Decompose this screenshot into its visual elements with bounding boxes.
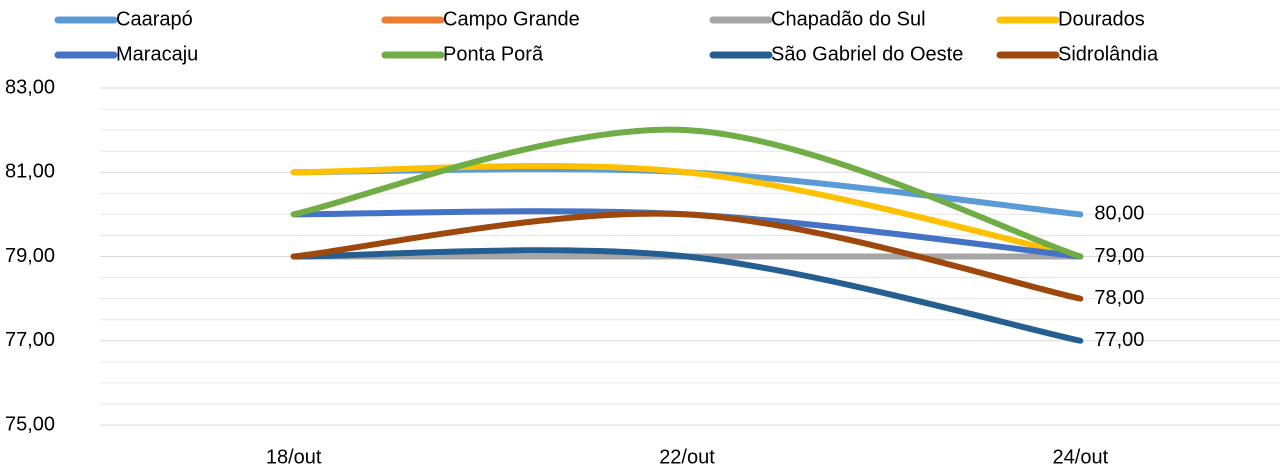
y-tick-label: 83,00 [5, 76, 55, 98]
legend-label: Sidrolândia [1058, 43, 1159, 65]
y-tick-label: 75,00 [5, 413, 55, 435]
legend-label: Ponta Porã [443, 43, 544, 65]
data-label: 79,00 [1094, 245, 1144, 267]
series-line [290, 208, 1084, 260]
legend-label: São Gabriel do Oeste [771, 43, 963, 65]
legend-label: Caarapó [116, 8, 193, 30]
data-label: 78,00 [1094, 287, 1144, 309]
series-line [290, 247, 1084, 344]
legend-label: Dourados [1058, 8, 1145, 30]
series-line [290, 126, 1084, 260]
y-tick-label: 81,00 [5, 161, 55, 183]
data-label: 77,00 [1094, 329, 1144, 351]
x-tick-label: 22/out [659, 446, 715, 468]
data-label: 80,00 [1094, 203, 1144, 225]
series-line [290, 210, 1084, 302]
legend-label: Chapadão do Sul [771, 8, 926, 30]
x-tick-label: 18/out [266, 446, 322, 468]
legend-label: Maracaju [116, 43, 198, 65]
y-tick-label: 79,00 [5, 245, 55, 267]
legend-label: Campo Grande [443, 8, 580, 30]
series-line [290, 163, 1084, 260]
x-tick-label: 24/out [1053, 446, 1109, 468]
y-tick-label: 77,00 [5, 329, 55, 351]
